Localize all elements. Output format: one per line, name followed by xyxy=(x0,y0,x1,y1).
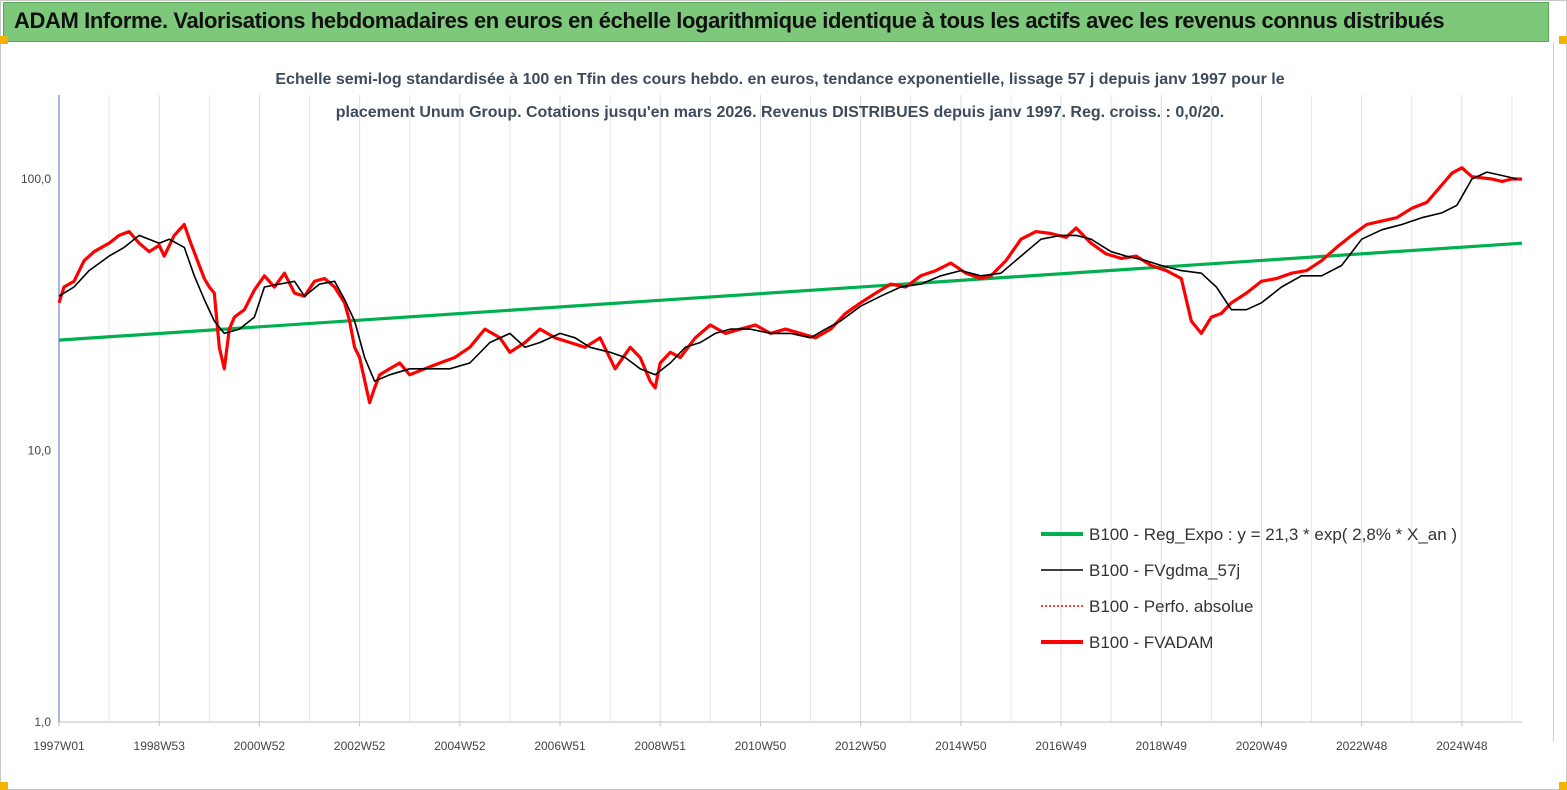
x-tick-label-7: 2010W50 xyxy=(735,739,787,753)
x-tick-label-5: 2006W51 xyxy=(534,739,586,753)
x-tick-label-4: 2004W52 xyxy=(434,739,486,753)
legend-label-3: B100 - FVADAM xyxy=(1089,633,1213,652)
x-tick-label-11: 2018W49 xyxy=(1136,739,1188,753)
chart-title-line-1: Echelle semi-log standardisée à 100 en T… xyxy=(275,71,1284,88)
x-axis-ticks: 1997W01 1998W53 2000W52 2002W52 2004W52 2006W… xyxy=(33,722,1488,753)
corner-marker-bottom-right xyxy=(1559,782,1567,790)
series-lines xyxy=(57,166,1523,405)
y-tick-label-0: 1,0 xyxy=(34,715,51,729)
x-tick-label-14: 2024W48 xyxy=(1436,739,1488,753)
grid-lines xyxy=(108,95,1513,722)
y-tick-label-1: 10,0 xyxy=(28,444,52,458)
series-line-1 xyxy=(58,171,1518,382)
x-tick-label-3: 2002W52 xyxy=(334,739,386,753)
series-line-3 xyxy=(57,166,1522,405)
legend-label-0: B100 - Reg_Expo : y = 21,3 * exp( 2,8% *… xyxy=(1089,525,1457,544)
chart-title-line-2: placement Unum Group. Cotations jusqu'en… xyxy=(336,104,1225,121)
title-banner: ADAM Informe. Valorisations hebdomadaire… xyxy=(3,2,1549,42)
chart-axes xyxy=(58,95,1522,723)
corner-marker-bottom-left xyxy=(0,782,8,790)
y-tick-label-2: 100,0 xyxy=(21,172,51,186)
corner-marker-top-left xyxy=(0,36,8,44)
legend-label-2: B100 - Perfo. absolue xyxy=(1089,597,1253,616)
x-tick-label-8: 2012W50 xyxy=(835,739,887,753)
legend: B100 - Reg_Expo : y = 21,3 * exp( 2,8% *… xyxy=(1041,525,1457,652)
x-tick-label-2: 2000W52 xyxy=(234,739,286,753)
x-tick-label-6: 2008W51 xyxy=(635,739,687,753)
corner-marker-top-right xyxy=(1559,36,1567,44)
y-axis-ticks: 1,0 10,0 100,0 xyxy=(21,172,51,729)
x-tick-label-13: 2022W48 xyxy=(1336,739,1388,753)
x-tick-label-12: 2020W49 xyxy=(1236,739,1288,753)
x-tick-label-1: 1998W53 xyxy=(134,739,186,753)
x-tick-label-9: 2014W50 xyxy=(935,739,987,753)
series-line-0 xyxy=(58,241,1523,342)
page-title: ADAM Informe. Valorisations hebdomadaire… xyxy=(14,8,1445,33)
right-divider xyxy=(1553,42,1554,742)
legend-label-1: B100 - FVgdma_57j xyxy=(1089,561,1240,580)
x-tick-label-0: 1997W01 xyxy=(33,739,85,753)
x-tick-label-10: 2016W49 xyxy=(1035,739,1087,753)
